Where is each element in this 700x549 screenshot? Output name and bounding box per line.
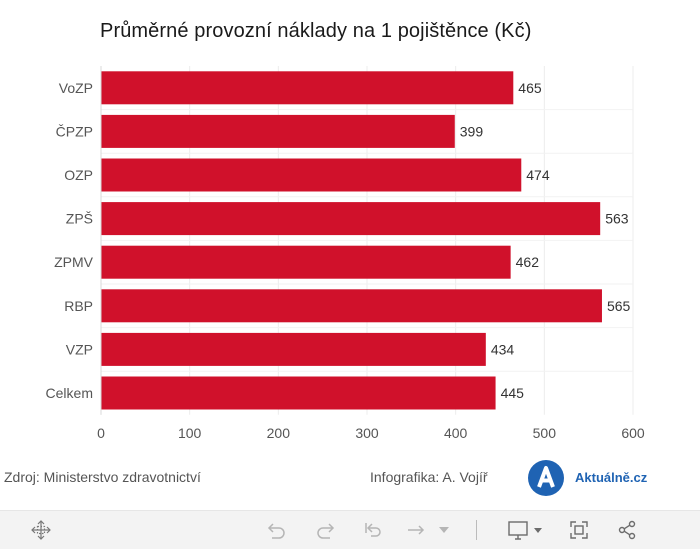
bar [101, 202, 601, 236]
toolbar [0, 510, 700, 549]
data-label: 399 [460, 123, 484, 139]
credit-note: Infografika: A. Vojíř [370, 469, 488, 485]
data-label: 474 [526, 167, 550, 183]
y-category-label: ZPŠ [66, 211, 93, 227]
download-icon[interactable] [504, 511, 548, 549]
x-tick-label: 600 [621, 425, 645, 441]
x-tick-label: 300 [355, 425, 379, 441]
x-tick-label: 0 [97, 425, 105, 441]
y-category-label: VZP [66, 341, 93, 357]
bar [101, 245, 511, 279]
refresh-icon[interactable] [404, 511, 430, 549]
bar [101, 114, 455, 148]
x-tick-label: 500 [533, 425, 557, 441]
dropdown-arrow-icon[interactable] [436, 511, 452, 549]
data-label: 465 [518, 80, 542, 96]
chart-title: Průměrné provozní náklady na 1 pojištěnc… [100, 20, 532, 42]
data-label: 462 [516, 254, 540, 270]
bar [101, 71, 514, 105]
x-tick-label: 400 [444, 425, 468, 441]
y-category-label: ČPZP [56, 123, 93, 139]
data-label: 565 [607, 298, 631, 314]
y-category-label: VoZP [59, 80, 93, 96]
logo-text[interactable]: Aktuálně.cz [575, 470, 648, 485]
bar [101, 376, 496, 410]
fullscreen-icon[interactable] [566, 511, 592, 549]
revert-icon[interactable] [360, 511, 386, 549]
aktualne-logo-icon[interactable] [528, 460, 564, 496]
y-category-label: OZP [64, 167, 93, 183]
data-label: 563 [605, 211, 629, 227]
y-category-label: RBP [64, 298, 93, 314]
move-icon[interactable] [28, 511, 54, 549]
bar [101, 158, 522, 192]
data-label: 445 [501, 385, 525, 401]
bar [101, 289, 602, 323]
bar-chart: 0 100 200 300 400 500 600 VoZP 465 ČPZP 399 OZP 474 Z… [46, 66, 645, 441]
toolbar-divider [472, 511, 482, 549]
undo-icon[interactable] [264, 511, 290, 549]
redo-icon[interactable] [312, 511, 338, 549]
y-category-label: ZPMV [54, 254, 94, 270]
x-tick-label: 200 [267, 425, 291, 441]
data-label: 434 [491, 341, 515, 357]
share-icon[interactable] [614, 511, 640, 549]
bar [101, 332, 486, 366]
y-category-label: Celkem [46, 385, 93, 401]
source-note: Zdroj: Ministerstvo zdravotnictví [4, 469, 201, 485]
x-tick-label: 100 [178, 425, 202, 441]
